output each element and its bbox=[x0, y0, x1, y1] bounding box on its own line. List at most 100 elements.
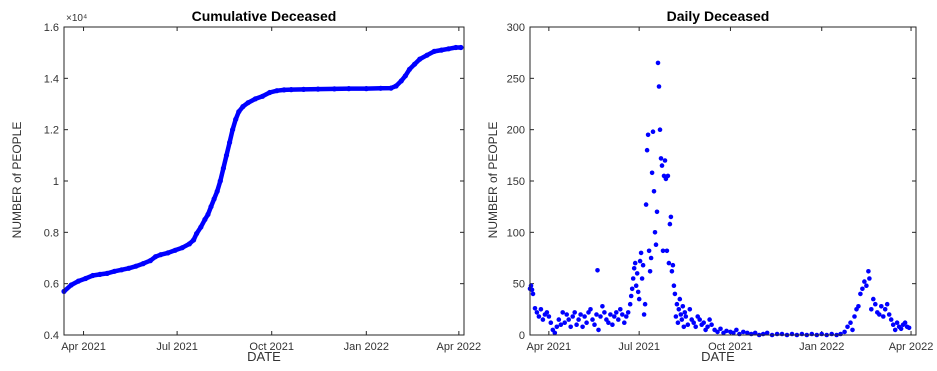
data-point bbox=[104, 270, 110, 276]
data-point bbox=[534, 310, 540, 315]
data-point bbox=[588, 307, 593, 312]
data-point bbox=[779, 331, 785, 337]
data-point bbox=[665, 173, 671, 179]
x-tick-label: Apr 2022 bbox=[889, 341, 934, 353]
data-point bbox=[656, 84, 662, 89]
data-point bbox=[637, 258, 643, 264]
data-point bbox=[600, 304, 605, 309]
data-point bbox=[205, 211, 211, 217]
data-point bbox=[140, 261, 146, 267]
data-point bbox=[647, 269, 653, 274]
data-point bbox=[635, 289, 641, 295]
data-point bbox=[281, 87, 287, 93]
data-point bbox=[595, 268, 600, 273]
data-point bbox=[764, 330, 770, 336]
data-point bbox=[530, 291, 536, 297]
data-point bbox=[654, 209, 660, 215]
data-point bbox=[741, 329, 746, 335]
data-point bbox=[631, 266, 637, 271]
chart-title: Daily Deceased bbox=[667, 8, 770, 24]
data-point bbox=[860, 286, 865, 292]
data-point bbox=[598, 314, 603, 319]
data-point bbox=[867, 276, 872, 281]
data-points bbox=[61, 44, 464, 294]
data-point bbox=[674, 301, 680, 307]
data-point bbox=[233, 116, 239, 122]
data-point bbox=[584, 320, 589, 326]
data-point bbox=[198, 224, 204, 230]
data-point bbox=[877, 312, 882, 317]
data-point bbox=[718, 326, 723, 332]
data-point bbox=[548, 320, 554, 326]
data-point bbox=[709, 322, 714, 328]
data-point bbox=[838, 331, 843, 337]
data-point bbox=[346, 86, 352, 92]
data-point bbox=[715, 329, 720, 335]
data-point bbox=[632, 260, 638, 266]
data-point bbox=[126, 265, 132, 271]
data-point bbox=[68, 282, 74, 288]
data-point bbox=[301, 86, 307, 92]
data-point bbox=[220, 165, 226, 171]
data-point bbox=[892, 327, 898, 333]
data-point bbox=[858, 291, 863, 297]
data-point bbox=[363, 86, 369, 92]
data-point bbox=[564, 312, 569, 317]
data-point bbox=[223, 152, 230, 158]
data-point bbox=[642, 301, 648, 307]
data-point bbox=[906, 325, 912, 331]
data-point bbox=[890, 322, 896, 328]
y-tick-label: 200 bbox=[507, 125, 525, 137]
data-point bbox=[664, 248, 670, 254]
data-point bbox=[217, 178, 223, 184]
y-axis-label: NUMBER of PEOPLE bbox=[486, 122, 500, 239]
data-point bbox=[671, 283, 677, 289]
data-point bbox=[536, 314, 542, 319]
data-point bbox=[398, 78, 404, 84]
data-point bbox=[608, 312, 613, 317]
data-point bbox=[570, 314, 575, 319]
data-points bbox=[527, 60, 912, 338]
data-point bbox=[628, 293, 634, 299]
data-point bbox=[672, 291, 678, 297]
data-point bbox=[848, 320, 853, 326]
data-point bbox=[259, 93, 266, 99]
data-point bbox=[582, 314, 587, 319]
data-point bbox=[902, 320, 908, 326]
data-point bbox=[630, 276, 636, 281]
data-point bbox=[274, 88, 280, 94]
y-tick-label: 50 bbox=[513, 279, 525, 291]
axis-ticks: 0 50 100 150 200 250 300 Apr 2021 Jul 2021 Oct 20… bbox=[507, 22, 934, 353]
data-point bbox=[852, 314, 857, 319]
data-point bbox=[668, 214, 674, 220]
data-point bbox=[97, 271, 103, 277]
data-point bbox=[866, 269, 871, 274]
data-point bbox=[133, 263, 139, 269]
y-tick-label: 0 bbox=[519, 330, 525, 342]
y-tick-label: 0.6 bbox=[44, 279, 59, 291]
data-point bbox=[378, 85, 384, 91]
data-point bbox=[208, 204, 214, 210]
y-tick-label: 250 bbox=[507, 73, 525, 85]
data-point bbox=[657, 127, 663, 132]
data-point bbox=[566, 317, 571, 322]
data-point bbox=[614, 310, 619, 315]
data-point bbox=[625, 310, 631, 315]
x-tick-label: Jul 2021 bbox=[618, 341, 660, 353]
data-point bbox=[576, 317, 581, 322]
data-point bbox=[651, 189, 657, 194]
y-axis-label: NUMBER of PEOPLE bbox=[10, 122, 24, 239]
data-point bbox=[701, 320, 706, 326]
data-point bbox=[819, 331, 824, 337]
data-point bbox=[562, 320, 567, 326]
data-point bbox=[606, 320, 611, 326]
data-point bbox=[580, 324, 585, 330]
x-tick-label: Oct 2021 bbox=[708, 341, 753, 353]
y-tick-label: 0.4 bbox=[44, 330, 59, 342]
data-point bbox=[568, 324, 573, 330]
data-point bbox=[236, 109, 242, 115]
y-tick-label: 100 bbox=[507, 227, 525, 239]
data-point bbox=[829, 331, 834, 337]
data-point bbox=[685, 322, 691, 328]
x-tick-label: Jan 2022 bbox=[344, 341, 389, 353]
